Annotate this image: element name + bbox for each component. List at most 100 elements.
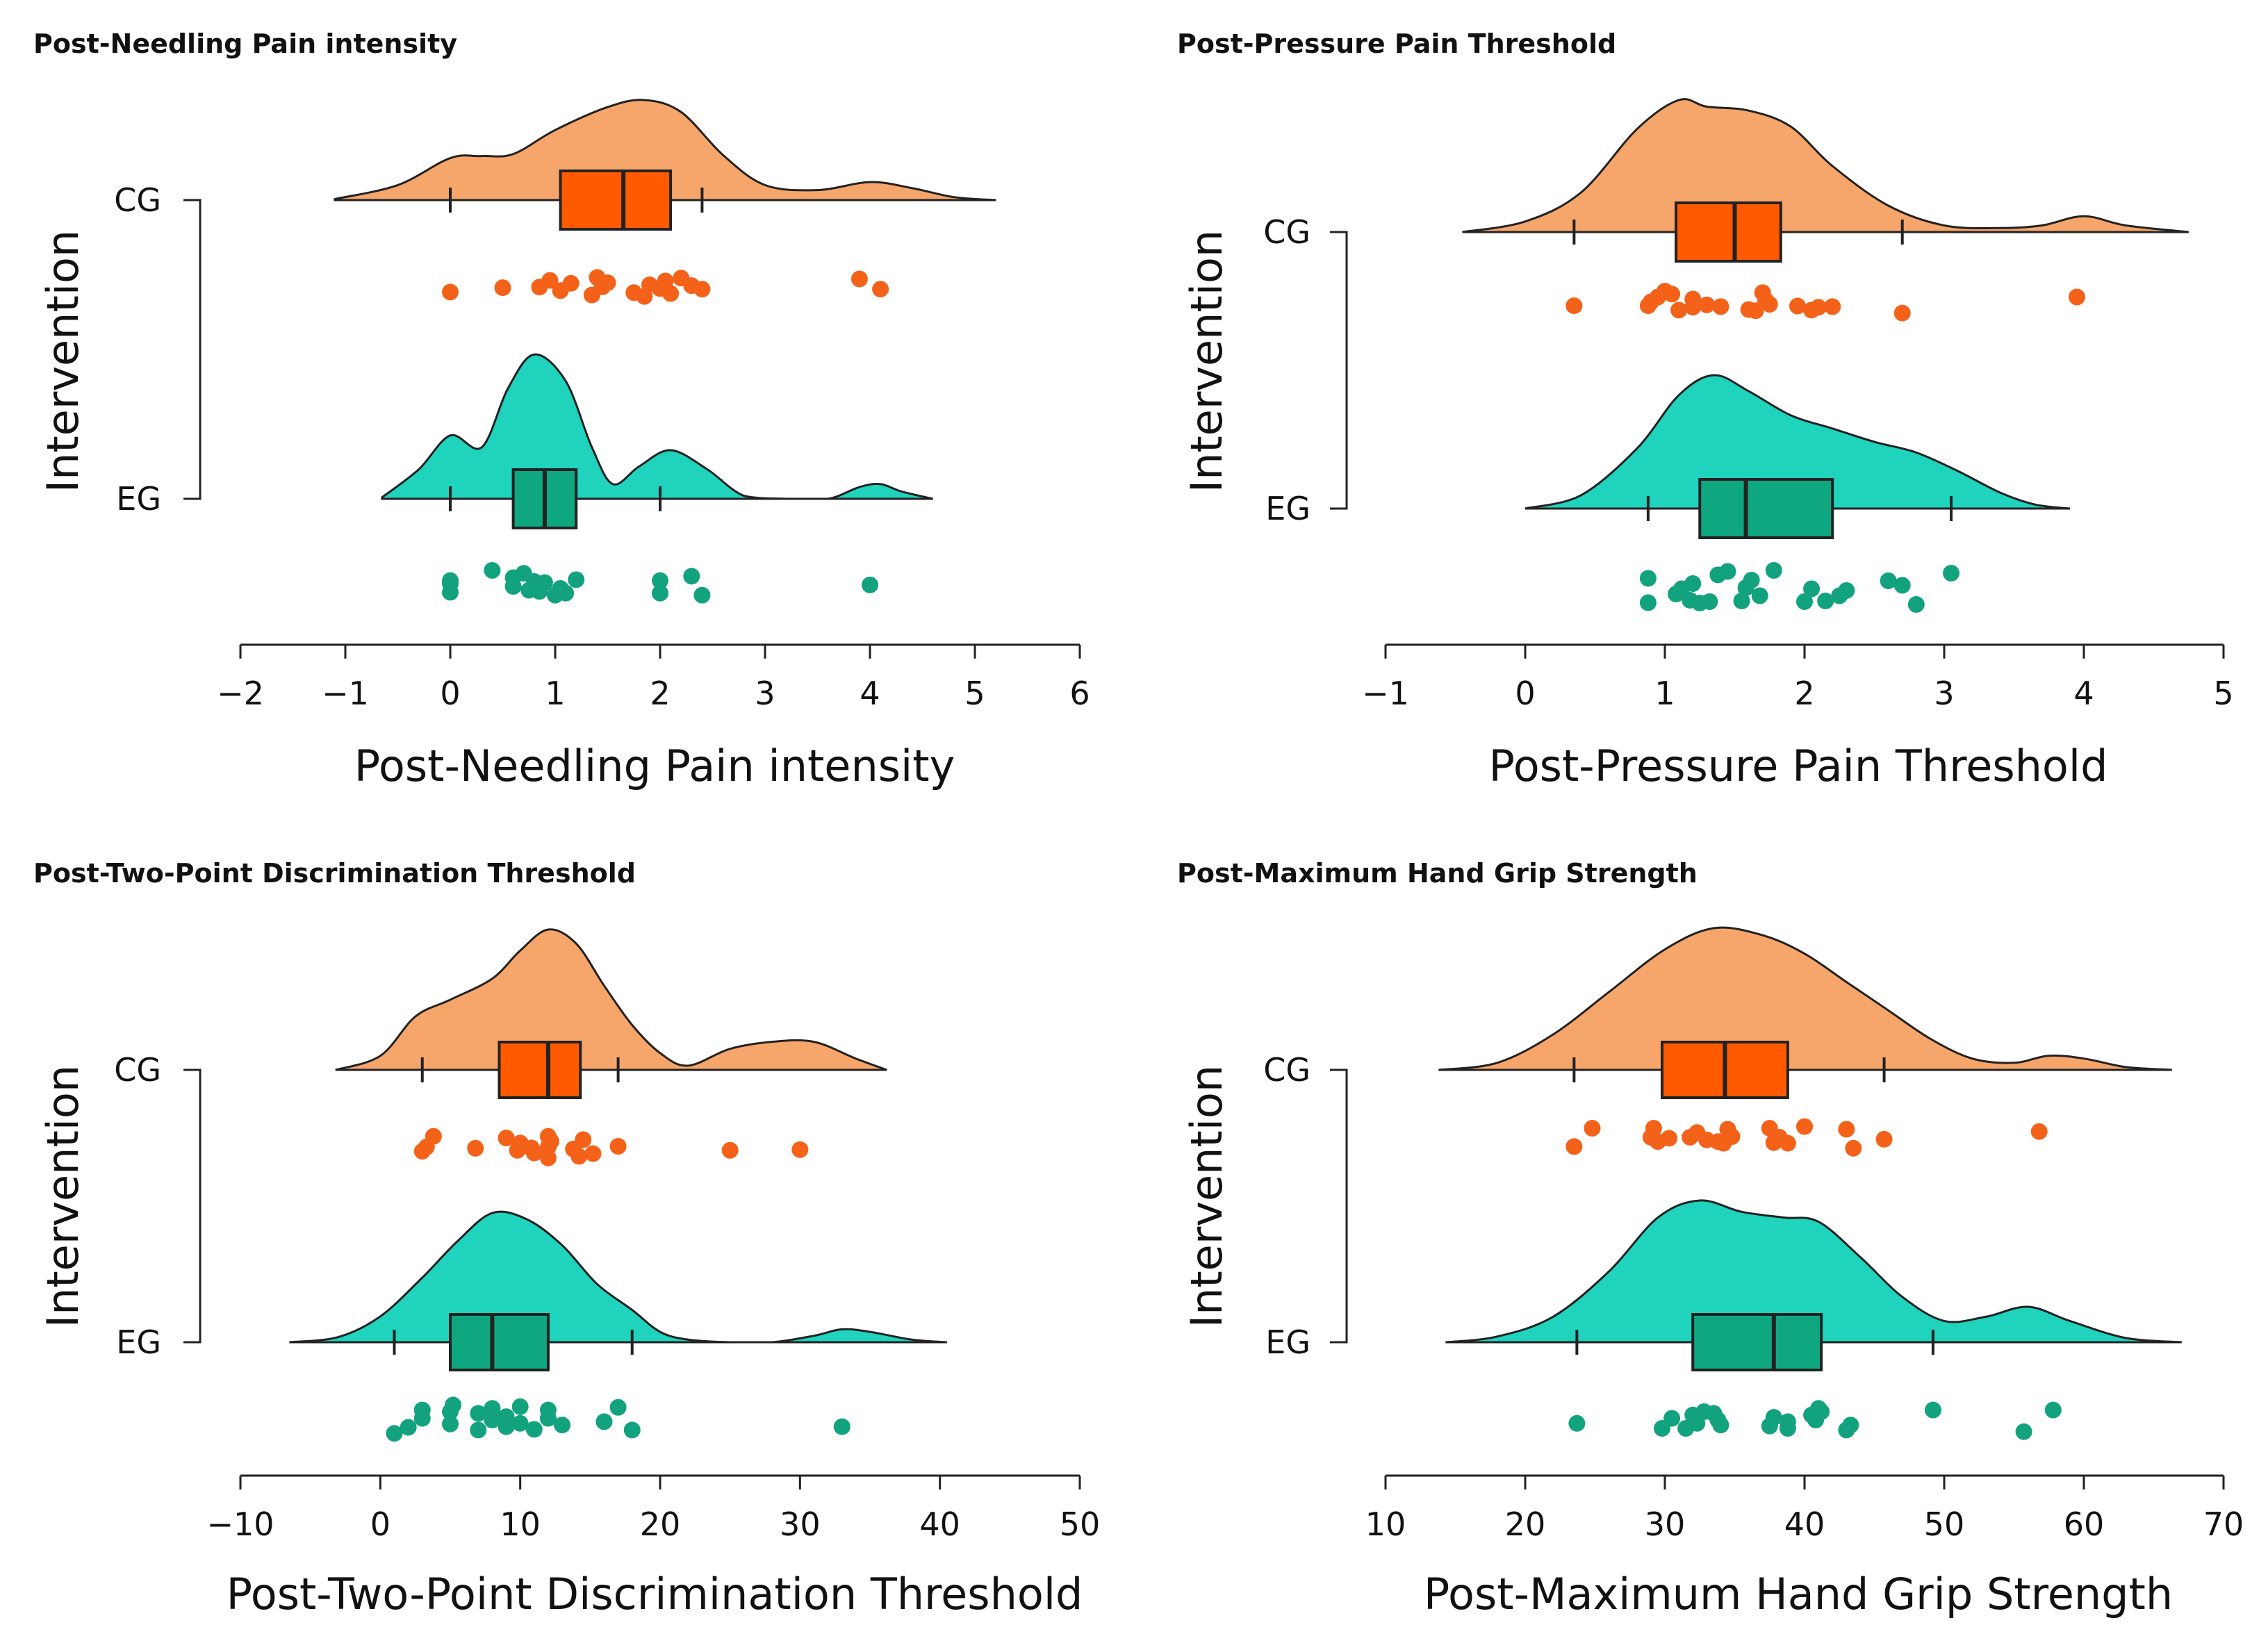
data-point	[511, 1414, 529, 1432]
data-point	[1893, 304, 1911, 322]
group-label-eg: EG	[116, 1323, 161, 1361]
x-tick-label: 0	[440, 675, 460, 712]
data-point	[850, 270, 868, 288]
data-point	[1719, 563, 1736, 580]
data-point	[1810, 299, 1827, 316]
panel-pressure-pain: Post-Pressure Pain Threshold Interventio…	[1177, 28, 2234, 791]
data-point	[484, 562, 501, 579]
density-curve	[334, 99, 996, 201]
x-tick-label: 4	[860, 675, 880, 712]
density-curve	[1525, 374, 2071, 510]
data-point	[721, 1141, 739, 1159]
data-point	[1924, 1401, 1941, 1419]
x-tick-label: −2	[217, 675, 264, 712]
y-axis-title: Intervention	[38, 230, 88, 493]
x-tick-label: 5	[964, 675, 985, 712]
panel-title: Post-Needling Pain intensity	[33, 28, 457, 59]
group-eg	[1525, 374, 2071, 613]
x-tick-label: 30	[780, 1505, 821, 1543]
data-point	[413, 1401, 431, 1419]
group-label-cg: CG	[1263, 1051, 1310, 1089]
data-point	[1663, 286, 1681, 303]
x-tick-label: −1	[1362, 675, 1409, 712]
density-curve	[1445, 1199, 2182, 1344]
x-axis-title: Post-Maximum Hand Grip Strength	[1424, 1569, 2173, 1619]
box	[1698, 478, 1834, 539]
data-point	[683, 568, 700, 585]
data-point	[1566, 297, 1583, 315]
data-point	[1743, 572, 1760, 588]
plot-area: −10 0 10 20 30 40 50	[206, 928, 1100, 1543]
x-axis-title: Post-Pressure Pain Threshold	[1489, 741, 2108, 791]
data-point	[1684, 575, 1702, 592]
data-point	[511, 1398, 529, 1415]
data-point	[1907, 596, 1925, 613]
x-tick-label: 10	[500, 1505, 541, 1543]
x-tick-label: −10	[206, 1505, 274, 1543]
data-point	[1723, 1128, 1741, 1145]
data-point	[1747, 302, 1764, 320]
data-point	[1842, 1417, 1859, 1434]
data-point	[525, 1421, 543, 1438]
box	[1691, 1313, 1823, 1371]
data-point	[609, 1398, 627, 1416]
data-point	[425, 1128, 442, 1145]
data-point	[662, 285, 680, 302]
data-point	[1779, 1413, 1796, 1430]
x-tick-label: 40	[919, 1505, 960, 1543]
x-tick-label: 2	[1794, 675, 1814, 712]
data-point	[1584, 1120, 1601, 1137]
data-point	[791, 1141, 809, 1158]
density-curve	[381, 353, 933, 500]
x-tick-label: 30	[1645, 1505, 1686, 1543]
data-point	[1845, 1139, 1862, 1157]
data-point	[2015, 1423, 2032, 1440]
data-point	[554, 1417, 571, 1434]
data-point	[1779, 1134, 1796, 1152]
data-point	[1803, 580, 1821, 597]
density-curve	[335, 928, 887, 1071]
data-point	[445, 1396, 462, 1414]
data-point	[1663, 1410, 1681, 1427]
data-point	[484, 1412, 501, 1428]
box	[498, 1041, 582, 1099]
data-point	[1712, 1417, 1729, 1434]
data-point	[442, 572, 459, 589]
density-curve	[1462, 98, 2189, 233]
data-point	[1566, 1138, 1583, 1155]
data-point	[609, 1138, 627, 1155]
x-tick-label: 10	[1365, 1505, 1406, 1543]
x-axis-title: Post-Two-Point Discrimination Threshold	[227, 1569, 1083, 1619]
box	[1675, 201, 1782, 263]
data-point	[442, 283, 459, 301]
x-tick-label: 60	[2064, 1505, 2105, 1543]
data-point	[1670, 302, 1688, 319]
data-point	[872, 281, 889, 298]
data-point	[541, 272, 559, 289]
data-point	[470, 1405, 487, 1422]
x-tick-label: 50	[1924, 1505, 1965, 1543]
group-cg	[1438, 926, 2172, 1157]
data-point	[1639, 594, 1657, 611]
data-point	[1789, 297, 1806, 315]
panel-title: Post-Maximum Hand Grip Strength	[1177, 858, 1698, 889]
data-point	[2030, 1123, 2048, 1140]
data-point	[542, 1132, 559, 1150]
group-eg	[381, 353, 933, 604]
data-point	[1639, 570, 1657, 587]
data-point	[584, 1145, 602, 1162]
data-point	[536, 574, 553, 591]
data-point	[484, 1400, 501, 1417]
data-point	[470, 1421, 487, 1439]
group-label-cg: CG	[114, 1051, 161, 1089]
data-point	[498, 1130, 515, 1146]
box	[449, 1313, 550, 1371]
x-axis-title: Post-Needling Pain intensity	[354, 741, 955, 791]
group-label-eg: EG	[116, 480, 161, 518]
x-tick-label: 40	[1784, 1505, 1825, 1543]
data-point	[1838, 1121, 1855, 1138]
data-point	[1661, 1130, 1678, 1147]
plot-area: −1 0 1 2 3 4 5	[1362, 98, 2234, 712]
data-point	[1698, 296, 1716, 313]
plot-area: −2 −1 0 1 2 3 4 5 6	[217, 99, 1090, 712]
